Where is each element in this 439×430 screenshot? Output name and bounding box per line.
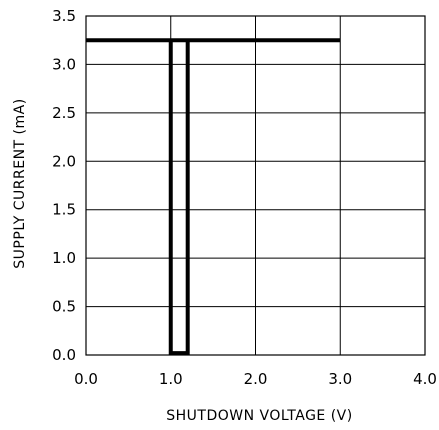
x-tick-label: 3.0	[328, 370, 352, 388]
y-tick-label: 2.5	[52, 104, 76, 122]
x-tick-labels: 0.0 1.0 2.0 3.0 4.0	[74, 370, 437, 388]
x-tick-label: 1.0	[159, 370, 183, 388]
plot-frame	[85, 15, 426, 356]
y-tick-label: 2.0	[52, 152, 76, 170]
y-tick-label: 0.5	[52, 298, 76, 316]
x-axis-label: SHUTDOWN VOLTAGE (V)	[166, 408, 352, 424]
y-tick-label: 0.0	[52, 346, 76, 364]
x-tick-label: 4.0	[413, 370, 437, 388]
series-layer	[86, 38, 341, 356]
x-tick-label: 0.0	[74, 370, 98, 388]
y-tick-labels: 0.0 0.5 1.0 1.5 2.0 2.5 3.0 3.5	[52, 7, 76, 364]
y-tick-label: 1.5	[52, 201, 76, 219]
y-tick-label: 3.0	[52, 55, 76, 73]
y-tick-label: 3.5	[52, 7, 76, 25]
grid	[85, 15, 426, 356]
series-line	[86, 38, 341, 356]
x-tick-label: 2.0	[244, 370, 268, 388]
y-tick-label: 1.0	[52, 249, 76, 267]
y-axis-label: SUPPLY CURRENT (mA)	[12, 98, 28, 268]
